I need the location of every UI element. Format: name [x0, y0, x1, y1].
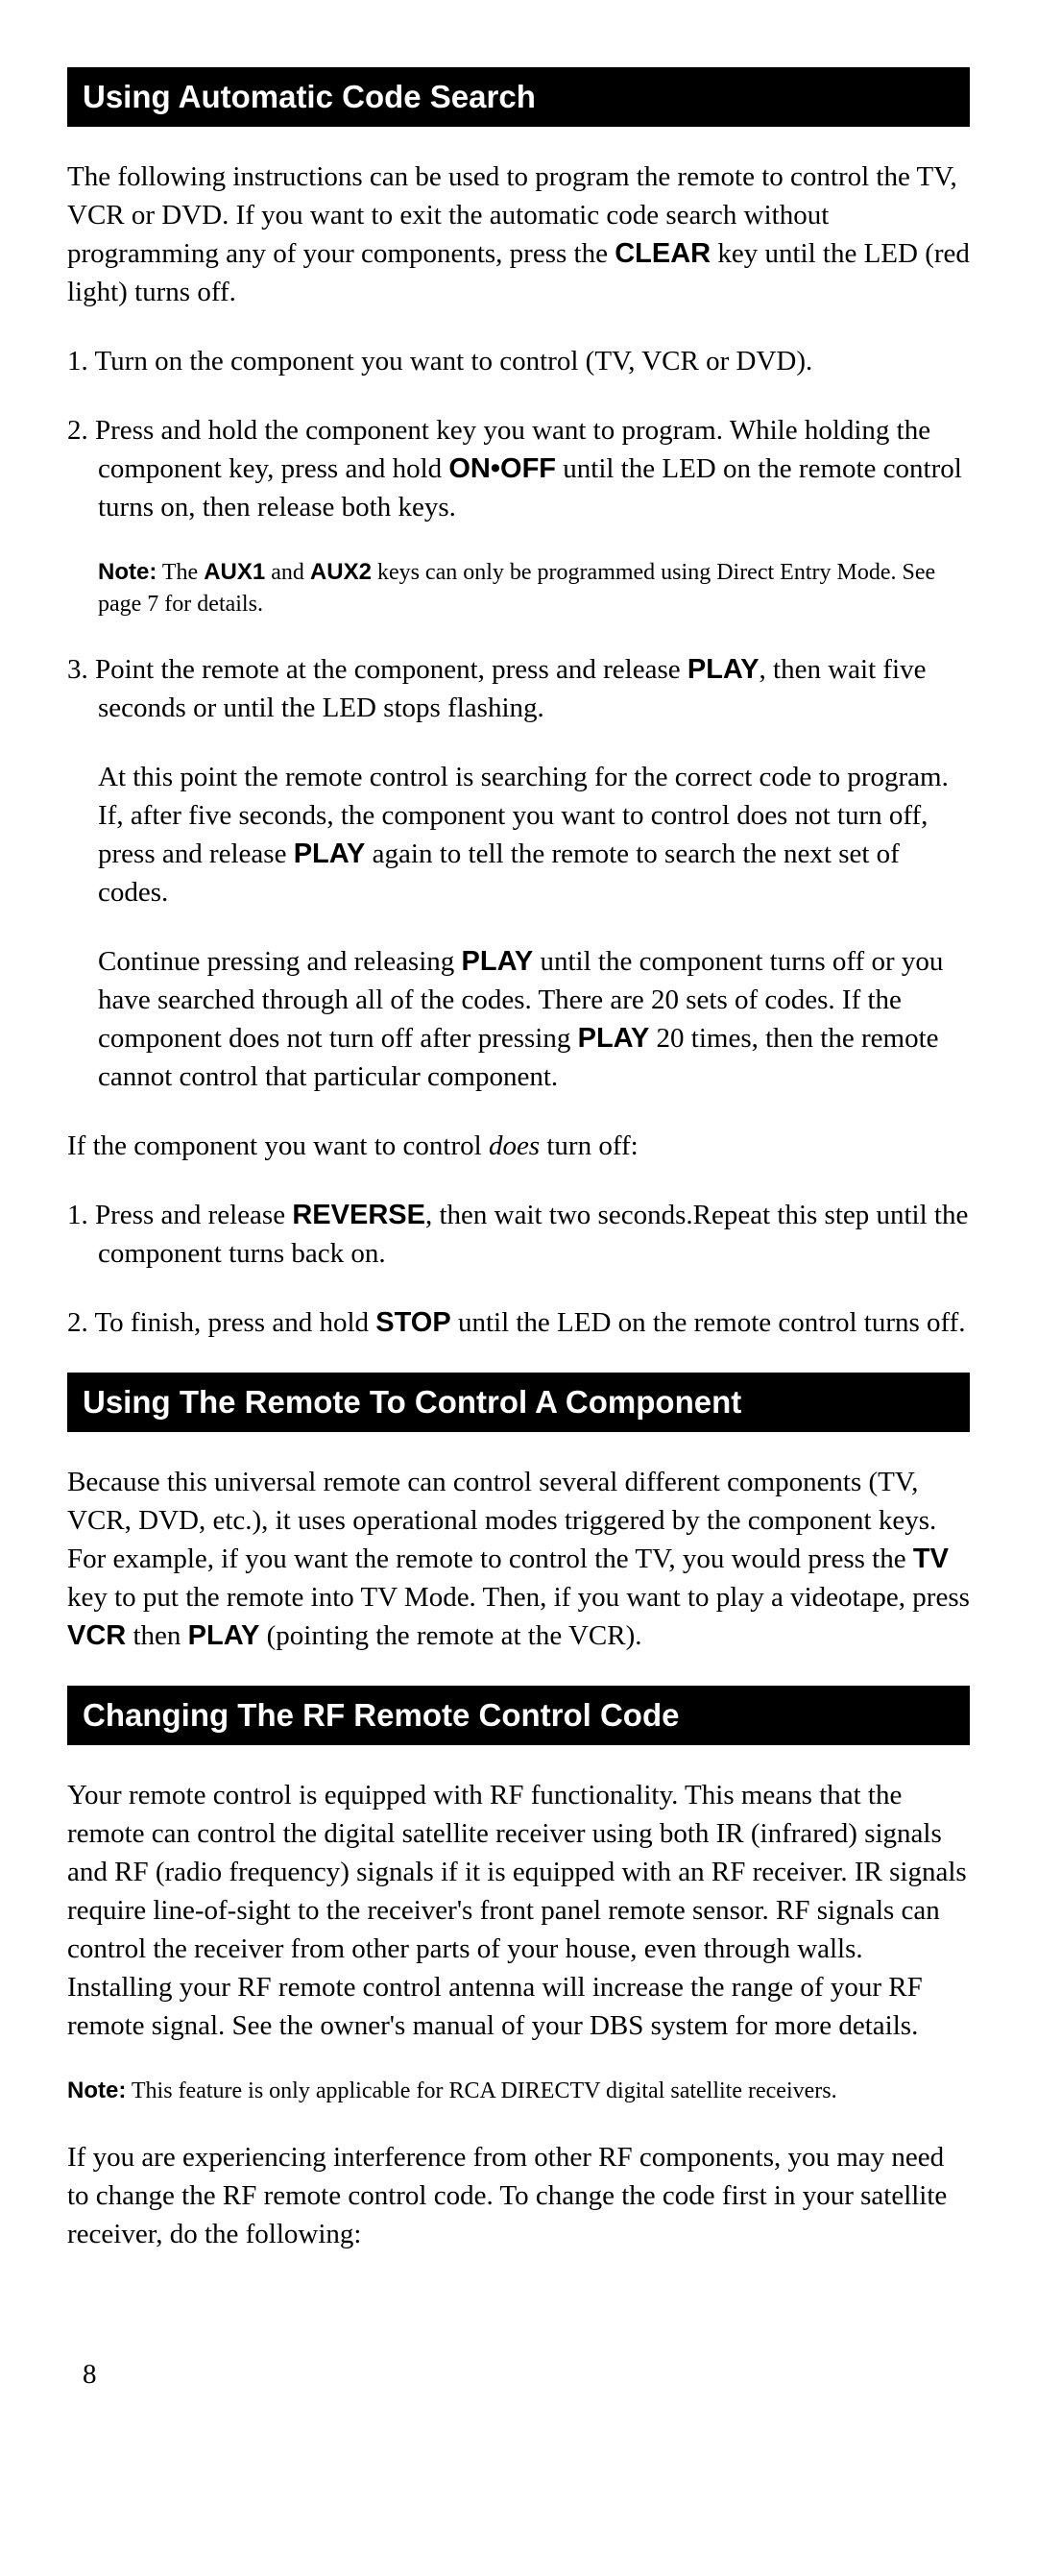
text: (pointing the remote at the VCR). — [259, 1620, 641, 1651]
text: 3. Point the remote at the component, pr… — [67, 654, 687, 685]
step-3: 3. Point the remote at the component, pr… — [67, 650, 970, 727]
play-key-label: PLAY — [462, 946, 534, 977]
text: 1. Press and release — [67, 1200, 292, 1230]
intro-paragraph: The following instructions can be used t… — [67, 158, 970, 311]
clear-key-label: CLEAR — [615, 238, 711, 269]
section-heading-control-component: Using The Remote To Control A Component — [67, 1373, 970, 1432]
step-1: 1. Turn on the component you want to con… — [67, 342, 970, 380]
step-3-sub2: Continue pressing and releasing PLAY unt… — [67, 942, 970, 1096]
note-label: Note: — [67, 2078, 126, 2103]
onoff-key-label: ON•OFF — [448, 453, 556, 484]
aux2-label: AUX2 — [310, 559, 372, 585]
aux1-label: AUX1 — [204, 559, 265, 585]
text: key to put the remote into TV Mode. Then… — [67, 1582, 970, 1613]
tv-key-label: TV — [913, 1543, 949, 1574]
text: Continue pressing and releasing — [98, 946, 462, 977]
text: If the component you want to control — [67, 1130, 489, 1161]
text: Because this universal remote can contro… — [67, 1467, 936, 1574]
section2-body: Because this universal remote can contro… — [67, 1463, 970, 1655]
steps-list-2: 1. Press and release REVERSE, then wait … — [67, 1196, 970, 1342]
step-3-sub1: At this point the remote control is sear… — [67, 758, 970, 911]
text: and — [265, 560, 310, 585]
section3-body2: If you are experiencing interference fro… — [67, 2138, 970, 2253]
play-key-label: PLAY — [687, 654, 760, 685]
text: until the LED on the remote control turn… — [451, 1307, 966, 1338]
text: 2. To finish, press and hold — [67, 1307, 375, 1338]
page-number: 8 — [67, 2359, 970, 2391]
note-label: Note: — [98, 559, 157, 585]
bstep-2: 2. To finish, press and hold STOP until … — [67, 1303, 970, 1342]
text: This feature is only applicable for RCA … — [126, 2078, 836, 2103]
vcr-key-label: VCR — [67, 1620, 126, 1651]
play-key-label: PLAY — [578, 1023, 650, 1054]
reverse-key-label: REVERSE — [292, 1200, 425, 1230]
step-2: 2. Press and hold the component key you … — [67, 411, 970, 526]
text: then — [126, 1620, 187, 1651]
if-component-off: If the component you want to control doe… — [67, 1127, 970, 1165]
section-heading-auto-code-search: Using Automatic Code Search — [67, 67, 970, 127]
text: turn off: — [540, 1130, 639, 1161]
section-heading-rf-code: Changing The RF Remote Control Code — [67, 1686, 970, 1745]
play-key-label: PLAY — [294, 838, 366, 869]
rca-note: Note: This feature is only applicable fo… — [67, 2076, 970, 2106]
section3-body1: Your remote control is equipped with RF … — [67, 1776, 970, 2045]
text: The — [157, 560, 204, 585]
aux-note: Note: The AUX1 and AUX2 keys can only be… — [67, 557, 970, 620]
play-key-label: PLAY — [188, 1620, 260, 1651]
bstep-1: 1. Press and release REVERSE, then wait … — [67, 1196, 970, 1273]
steps-list-1: 1. Turn on the component you want to con… — [67, 342, 970, 1096]
does-emphasis: does — [489, 1130, 540, 1161]
stop-key-label: STOP — [375, 1307, 450, 1338]
